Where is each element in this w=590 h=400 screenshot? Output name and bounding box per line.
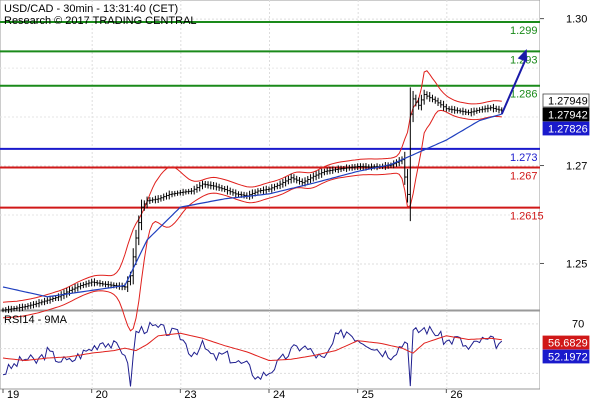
price-box-label: 1.27949: [548, 96, 588, 108]
price-box: [542, 93, 590, 108]
level-label: 1.299: [510, 25, 538, 37]
rsi-lines: [2, 321, 503, 387]
rsi-tick-label: 70: [572, 318, 584, 330]
time-tick-label: 19: [7, 389, 19, 400]
rsi-panel: [0, 310, 541, 390]
price-tick-label: 1.30: [566, 14, 587, 26]
moving-average: [2, 113, 502, 298]
rsi-line: [2, 321, 503, 387]
price-box: [542, 121, 590, 136]
time-tick-label: 25: [362, 389, 374, 400]
bollinger-lower: [2, 109, 502, 332]
rsi-ma-line: [2, 332, 502, 362]
rsi-box-label: 52.1972: [548, 352, 588, 364]
level-label: 1.286: [510, 89, 538, 101]
chart-subtitle: Research © 2017 TRADING CENTRAL: [4, 15, 197, 27]
level-label: 1.273: [510, 152, 538, 164]
time-tick-label: 24: [273, 389, 285, 400]
value-boxes: 1.27949 1.27942 1.27826 56.6829 52.1972: [542, 93, 590, 364]
time-tick-label: 20: [96, 389, 108, 400]
price-box-label: 1.27942: [548, 110, 588, 122]
axes: 1.25 1.27 1.30 70 19 20 23 24 25 26: [2, 14, 587, 400]
price-box: [542, 107, 590, 122]
time-tick-label: 23: [184, 389, 196, 400]
rsi-box: [542, 349, 590, 364]
rsi-title: RSI14 - 9MA: [4, 314, 68, 326]
price-tick-label: 1.25: [566, 258, 587, 270]
price-box-label: 1.27826: [548, 124, 588, 136]
grid: [0, 0, 540, 389]
level-label: 1.267: [510, 170, 538, 182]
price-axis-strip: [540, 0, 590, 400]
level-label: 1.2615: [510, 211, 544, 223]
forecast-arrow-shaft: [500, 56, 528, 115]
forecast-arrow: [500, 48, 528, 115]
forecast-arrow-head: [517, 48, 528, 62]
rsi-box: [542, 335, 590, 350]
time-tick-label: 26: [450, 389, 462, 400]
chart-title: USD/CAD - 30min - 13:31:40 (CET): [4, 3, 178, 15]
rsi-box-label: 56.6829: [548, 338, 588, 350]
price-tick-label: 1.27: [566, 161, 587, 173]
moving-average-line: [2, 113, 502, 298]
